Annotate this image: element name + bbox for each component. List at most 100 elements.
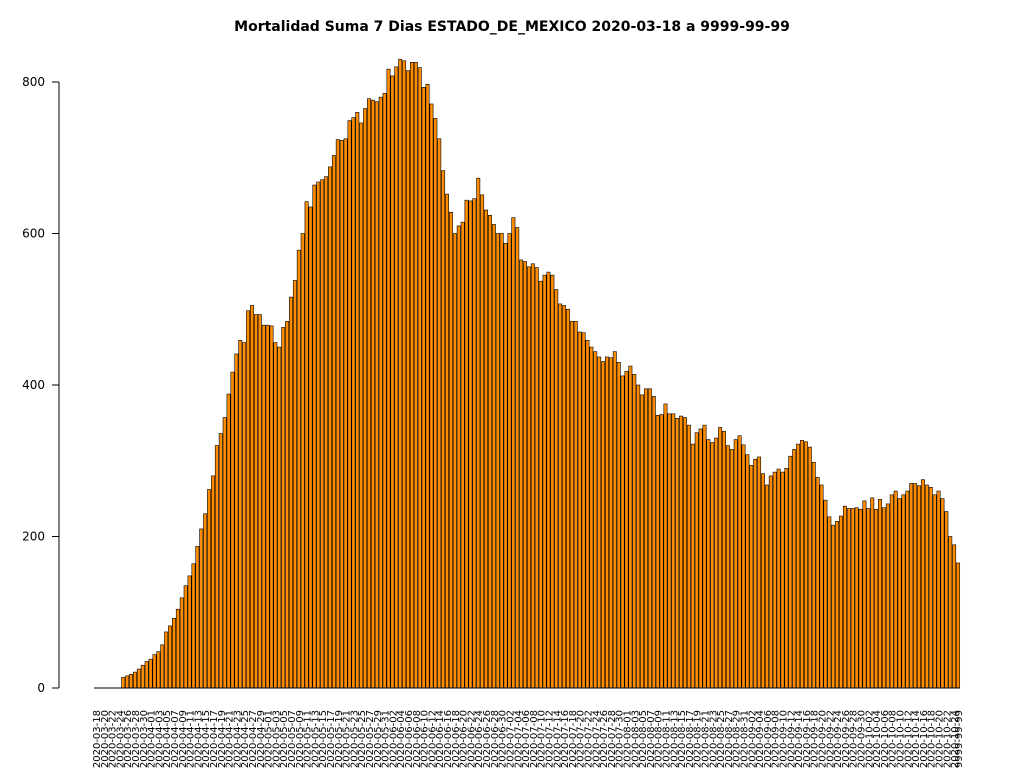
bar-194 [850,508,855,689]
x-tick-label-148: 2020-08-13 [669,710,680,768]
bar-55 [308,206,313,689]
bar-9 [129,674,134,689]
bar-176 [780,471,785,689]
bar-119 [558,303,563,689]
bar-105 [503,243,508,689]
bar-191 [839,515,843,689]
chart-title: Mortalidad Suma 7 Dias ESTADO_DE_MEXICO … [234,19,790,35]
x-tick-label-56: 2020-05-13 [310,710,321,768]
bar-83 [417,67,422,689]
bar-216 [936,490,941,689]
bar-49 [285,321,290,689]
bar-15 [152,654,157,689]
bar-208 [905,490,910,689]
bar-30 [211,475,215,689]
bar-78 [398,58,403,689]
x-tick-label-60: 2020-05-17 [326,710,337,768]
bar-134 [616,361,621,689]
bar-52 [296,249,301,689]
x-tick-label-124: 2020-07-20 [576,710,587,768]
bar-25 [191,563,196,689]
bar-200 [874,508,879,689]
bar-64 [343,138,348,689]
bar-34 [226,393,231,689]
bar-50 [289,296,293,689]
bar-161 [722,430,726,689]
x-tick-label-182: 2020-09-16 [802,710,813,768]
bar-219 [948,536,953,689]
y-tick-label-200: 200 [22,530,45,544]
bar-151 [683,417,687,689]
x-tick-label-54: 2020-05-11 [303,710,314,768]
bar-60 [328,166,332,689]
bar-43 [261,324,266,689]
bar-11 [136,668,141,689]
x-tick-label-76: 2020-06-02 [388,710,399,768]
x-tick-label-108: 2020-07-04 [513,710,524,768]
x-tick-label-6: 2020-03-24 [115,710,126,768]
bar-137 [628,365,633,689]
x-tick-label-2: 2020-03-20 [100,710,111,768]
x-tick-label-136: 2020-08-01 [622,710,633,768]
bar-203 [885,503,890,689]
bar-116 [546,271,551,689]
x-tick-label-130: 2020-07-26 [599,710,610,768]
bar-10 [133,671,137,689]
bar-68 [359,122,364,689]
bar-89 [441,170,446,689]
bar-130 [601,361,606,689]
bar-13 [144,661,149,689]
bar-40 [250,305,254,689]
x-tick-label-110: 2020-07-06 [521,710,532,768]
y-tick-label-0: 0 [37,681,45,695]
bar-22 [179,597,184,689]
x-tick-label-112: 2020-07-08 [529,710,540,768]
bar-184 [811,461,816,689]
bar-39 [246,310,251,689]
bar-113 [534,267,539,689]
x-tick-label-36: 2020-04-23 [232,710,243,768]
bar-142 [647,388,652,689]
bar-211 [917,485,922,689]
bar-218 [944,511,949,689]
bar-153 [690,443,695,689]
bar-199 [870,497,875,689]
bar-121 [565,308,570,689]
bar-21 [175,608,180,689]
x-tick-label-66: 2020-05-23 [349,710,360,768]
bar-57 [316,181,321,689]
bar-171 [761,473,765,689]
bar-172 [764,484,769,689]
x-tick-label-82: 2020-06-08 [412,710,423,768]
y-tick-label-800: 800 [22,75,45,89]
bar-26 [195,546,200,689]
x-axis: 2020-03-182020-03-202020-03-222020-03-24… [92,687,965,768]
bar-195 [854,507,859,689]
x-tick-label-180: 2020-09-14 [794,710,805,768]
x-tick-label-214: 2020-10-18 [927,710,938,768]
bar-111 [526,266,531,689]
bar-37 [238,340,243,689]
bar-24 [187,575,192,689]
x-tick-label-96: 2020-06-22 [466,710,477,768]
bar-149 [675,418,680,689]
x-tick-label-106: 2020-07-02 [505,710,516,768]
bar-20 [172,618,176,689]
bar-138 [632,374,637,689]
bar-117 [550,274,555,689]
bar-169 [753,458,758,689]
x-tick-label-40: 2020-04-27 [248,710,259,768]
x-tick-label-94: 2020-06-20 [459,710,470,768]
bar-44 [265,324,270,689]
x-tick-label-122: 2020-07-18 [568,710,579,768]
bar-41 [253,314,258,689]
y-tick-label-400: 400 [22,378,45,392]
x-tick-label-88: 2020-06-14 [435,710,446,768]
bar-158 [710,442,715,689]
bar-201 [878,499,882,689]
bar-197 [862,500,867,689]
x-tick-label-14: 2020-04-01 [147,710,158,768]
bar-59 [324,176,329,689]
bar-128 [593,351,598,689]
bar-123 [573,321,578,689]
